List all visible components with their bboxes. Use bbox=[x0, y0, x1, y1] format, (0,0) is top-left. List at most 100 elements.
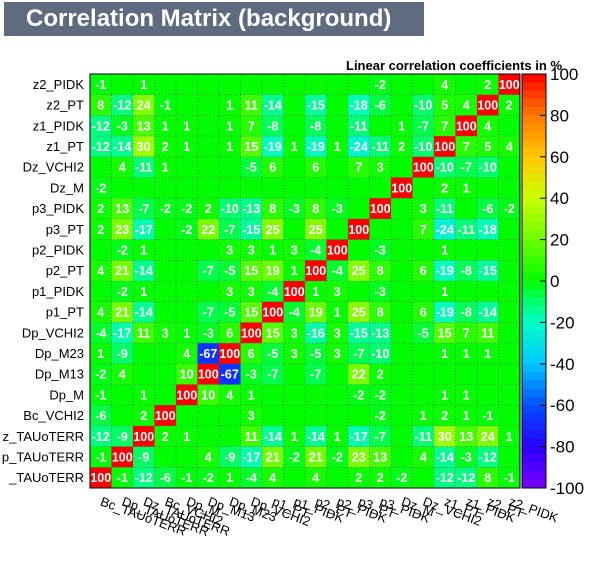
heatmap-cell bbox=[90, 115, 112, 137]
cell-value-label: 21 bbox=[266, 450, 280, 464]
heatmap-cell bbox=[305, 260, 327, 281]
heatmap-cell bbox=[133, 218, 155, 240]
cell-value-label: 5 bbox=[441, 99, 448, 113]
heatmap-cell bbox=[477, 467, 499, 488]
column-label: z2_PIDK bbox=[507, 494, 561, 526]
cell-value-label: -2 bbox=[396, 471, 407, 485]
colorbar-bin bbox=[522, 281, 546, 290]
heatmap-cell bbox=[326, 260, 348, 281]
cell-value-label: 1 bbox=[140, 78, 147, 92]
cell-value-label: -8 bbox=[310, 119, 321, 133]
cell-value-label: 7 bbox=[420, 223, 427, 237]
cell-value-label: -19 bbox=[264, 140, 282, 154]
cell-value-label: -11 bbox=[415, 430, 432, 444]
cell-value-label: 8 bbox=[269, 202, 276, 216]
cell-value-label: 3 bbox=[334, 285, 341, 299]
row-label: Bc_VCHI2 bbox=[23, 408, 84, 423]
heatmap-cell bbox=[498, 74, 520, 95]
heatmap-cell bbox=[90, 446, 112, 468]
heatmap-cell bbox=[434, 446, 456, 468]
heatmap-cell bbox=[154, 425, 176, 447]
heatmap-cell bbox=[455, 446, 477, 468]
cell-value-label: 2 bbox=[398, 140, 405, 154]
cell-value-label: 7 bbox=[355, 161, 362, 175]
cell-value-label: -67 bbox=[199, 347, 217, 361]
heatmap-cell bbox=[154, 115, 176, 137]
colorbar-bin bbox=[522, 372, 546, 381]
heatmap-cell bbox=[111, 301, 133, 323]
cell-value-label: -11 bbox=[458, 223, 475, 237]
heatmap-cell bbox=[219, 322, 241, 344]
heatmap-cell bbox=[111, 363, 133, 385]
cell-value-label: 15 bbox=[266, 326, 280, 340]
cell-value-label: -4 bbox=[95, 326, 106, 340]
colorbar-bin bbox=[522, 223, 546, 232]
cell-value-label: 23 bbox=[115, 223, 129, 237]
heatmap-cell bbox=[262, 301, 284, 323]
cell-value-label: 25 bbox=[352, 306, 366, 320]
heatmap-cell bbox=[133, 239, 155, 261]
row-label: z2_PIDK bbox=[33, 77, 85, 92]
cell-value-label: -7 bbox=[461, 161, 472, 175]
cell-value-label: 4 bbox=[463, 99, 470, 113]
cell-value-label: 100 bbox=[499, 78, 520, 92]
heatmap-cell bbox=[90, 198, 112, 219]
heatmap-cell bbox=[369, 322, 391, 344]
heatmap-cell bbox=[111, 198, 133, 219]
heatmap-cell bbox=[133, 384, 155, 406]
cell-value-label: 4 bbox=[205, 450, 212, 464]
heatmap-cell bbox=[434, 218, 456, 240]
heatmap-cell bbox=[90, 343, 112, 364]
cell-value-label: -24 bbox=[350, 140, 368, 154]
cell-value-label: 1 bbox=[140, 388, 147, 402]
cell-value-label: -12 bbox=[92, 140, 110, 154]
heatmap-cell bbox=[240, 281, 262, 302]
cell-value-label: -14 bbox=[307, 430, 325, 444]
heatmap-cell bbox=[305, 322, 327, 344]
cell-value-label: -12 bbox=[457, 471, 475, 485]
cell-value-label: 15 bbox=[244, 306, 258, 320]
cell-value-label: 2 bbox=[441, 181, 448, 195]
heatmap-cell bbox=[154, 198, 176, 219]
heatmap-cell bbox=[197, 301, 219, 323]
heatmap-cell bbox=[477, 218, 499, 240]
cell-value-label: 1 bbox=[226, 140, 233, 154]
heatmap-cell bbox=[111, 343, 133, 364]
cell-value-label: 8 bbox=[97, 99, 104, 113]
cell-value-label: 100 bbox=[219, 347, 240, 361]
heatmap-cell bbox=[369, 136, 391, 157]
heatmap-cell bbox=[477, 198, 499, 219]
heatmap-cell bbox=[133, 322, 155, 344]
heatmap-cell bbox=[90, 177, 112, 199]
cell-value-label: 25 bbox=[266, 223, 280, 237]
colorbar-bin bbox=[522, 330, 546, 340]
heatmap-cell bbox=[391, 136, 413, 157]
cell-value-label: -5 bbox=[246, 161, 257, 175]
cell-value-label: 1 bbox=[291, 140, 298, 154]
cell-value-label: 7 bbox=[463, 140, 470, 154]
cell-value-label: 3 bbox=[248, 409, 255, 423]
cell-value-label: -4 bbox=[289, 306, 300, 320]
cell-value-label: -17 bbox=[242, 450, 260, 464]
cell-value-label: 3 bbox=[226, 285, 233, 299]
colorbar-bin bbox=[522, 74, 546, 83]
cell-value-label: -17 bbox=[135, 223, 153, 237]
cell-value-label: -1 bbox=[117, 471, 128, 485]
cell-value-label: 2 bbox=[441, 409, 448, 423]
colorbar-bin bbox=[522, 347, 546, 357]
cell-value-label: 1 bbox=[506, 430, 513, 444]
heatmap-cell bbox=[262, 156, 284, 178]
heatmap-cell bbox=[412, 405, 434, 426]
colorbar-bin bbox=[522, 140, 546, 150]
heatmap-cell bbox=[219, 218, 241, 240]
heatmap-cell bbox=[262, 343, 284, 364]
colorbar-bin bbox=[522, 405, 546, 414]
heatmap-cell bbox=[111, 94, 133, 116]
heatmap-cell bbox=[434, 198, 456, 219]
heatmap-cell bbox=[240, 115, 262, 137]
row-label: Dp_M bbox=[49, 387, 84, 402]
cell-value-label: 1 bbox=[420, 409, 427, 423]
cell-value-label: -12 bbox=[479, 450, 497, 464]
cell-value-label: -3 bbox=[375, 285, 386, 299]
